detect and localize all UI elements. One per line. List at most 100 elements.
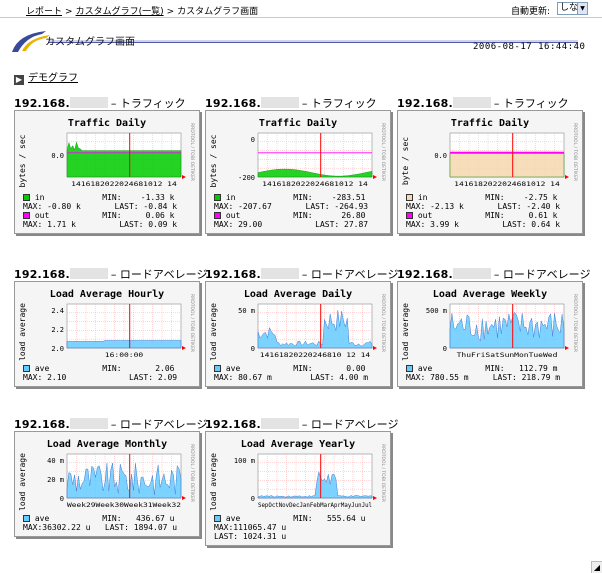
legend-row: MAX:111065.47 u [214, 523, 386, 532]
x-tick-labels: 16:00:00 [105, 351, 143, 359]
legend-row: MAX: 780.55 m LAST: 218.79 m [406, 373, 578, 382]
chevron-down-icon[interactable]: ▼ [577, 3, 587, 14]
graph-host-title: 192.168. – トラフィック [397, 95, 569, 111]
graph-ylabel: bytes / sec [209, 134, 218, 187]
graph-host-suffix: – ロードアベレージ [301, 418, 399, 431]
graph-host-title: 192.168. – ロードアベレージ [14, 266, 207, 282]
graph-legend: in MIN: -1.33 k MAX: -0.80 k LAST: -0.84 … [15, 193, 199, 233]
legend-row: in MIN: -1.33 k [23, 193, 195, 202]
legend-series-name: ave [413, 364, 486, 373]
axis-arrow [373, 496, 377, 500]
legend-stat: MAX: -207.67 LAST: -264.93 [214, 202, 369, 211]
rrdtool-watermark: RRDTOOL / TOBI OETIKER [380, 444, 386, 502]
scroll-corner[interactable]: ◢ [591, 561, 602, 573]
legend-stat: LAST: 1024.31 u [214, 532, 296, 541]
graph-legend: in MIN: -2.75 k MAX: -2.13 k LAST: -2.40 … [398, 193, 582, 233]
graph-title: Traffic Daily [259, 117, 337, 129]
legend-row: MAX: -2.13 k LAST: -2.40 k [406, 202, 578, 211]
legend-stat: MIN: -2.75 k [485, 193, 558, 202]
axis-arrow [373, 346, 377, 350]
graph-ylabel: load average [18, 303, 27, 361]
graph-image: Load Average Hourly load average RRDTOOL /… [15, 282, 199, 364]
graph-host-title: 192.168. – ロードアベレージ [205, 266, 398, 282]
legend-row: ave MIN: 112.79 m [406, 364, 578, 373]
graph-panel[interactable]: Load Average Weekly load average RRDTOOL /… [397, 281, 583, 387]
x-tick-labels: 1416182022024681012 14 [262, 180, 368, 188]
graph-host-prefix: 192.168. [205, 268, 261, 281]
legend-swatch [23, 365, 30, 372]
graph-host-prefix: 192.168. [397, 268, 453, 281]
y-tick-label: 40 m [47, 457, 64, 465]
breadcrumb-current: カスタムグラフ画面 [177, 7, 259, 17]
x-tick-labels: 1416182022024681012 14 [71, 180, 177, 188]
x-tick-labels: Week29Week30Week31Week32 [67, 501, 181, 509]
legend-row: LAST: 1024.31 u [214, 532, 386, 541]
x-tick-labels: ThuFriSatSunMonTueWed [457, 351, 558, 359]
legend-stat: MAX:36302.22 u LAST: 1894.07 u [23, 523, 178, 532]
legend-row: in MIN: -283.51 [214, 193, 386, 202]
legend-row: MAX: 29.00 LAST: 27.87 [214, 220, 386, 229]
legend-row: out MIN: 0.06 k [23, 211, 195, 220]
series-area [257, 168, 373, 178]
legend-series-name: in [30, 193, 103, 202]
legend-stat: MIN: 0.06 k [102, 211, 175, 220]
auto-update-select[interactable]: しない ▼ [557, 2, 588, 15]
graph-ylabel: load average [209, 303, 218, 361]
top-bar: レポート > カスタムグラフ(一覧) > カスタムグラフ画面 自動更新: しない ▼ [0, 0, 602, 18]
rrdtool-watermark: RRDTOOL / TOBI OETIKER [380, 123, 386, 181]
graph-legend: ave MIN: 0.00 MAX: 80.67 m LAST: 4.00 m [206, 364, 390, 386]
auto-update-value: しない [560, 3, 588, 13]
series-area [66, 141, 182, 178]
legend-stat: MIN: 0.00 [293, 364, 366, 373]
legend-stat: MIN: -283.51 [293, 193, 366, 202]
graph-host-title: 192.168. – トラフィック [14, 95, 186, 111]
legend-row: ave MIN: 555.64 u [214, 514, 386, 523]
graph-title: Load Average Yearly [241, 439, 355, 450]
graph-ylabel: load average [18, 453, 27, 511]
breadcrumb-report-link[interactable]: レポート [26, 7, 63, 17]
y-tick-label: -200 [238, 174, 255, 182]
legend-swatch [214, 365, 221, 372]
x-tick-labels: 14161820220246810 12 14 [260, 351, 370, 359]
legend-series-name: in [413, 193, 486, 202]
auto-update-label: 自動更新: [511, 7, 551, 17]
y-tick-label: 0 [251, 345, 255, 353]
legend-stat: MAX: 780.55 m LAST: 218.79 m [406, 373, 561, 382]
graph-host-prefix: 192.168. [205, 97, 261, 110]
graph-title: Load Average Daily [244, 288, 352, 300]
legend-swatch [23, 515, 30, 522]
section-label[interactable]: デモグラフ [28, 73, 78, 84]
series-area [66, 340, 182, 349]
graph-legend: ave MIN: 555.64 u MAX:111065.47 u LAST: 1… [206, 514, 390, 545]
graph-panel[interactable]: Traffic Daily byte / sec RRDTOOL / TOBI OE… [397, 110, 583, 234]
section-title[interactable]: ▶ デモグラフ [14, 69, 78, 85]
graph-host-suffix: – ロードアベレージ [110, 418, 208, 431]
masked-ip [452, 268, 491, 279]
rrdtool-watermark: RRDTOOL / TOBI OETIKER [189, 444, 195, 502]
graph-panel[interactable]: Traffic Daily bytes / sec RRDTOOL / TOBI O… [14, 110, 200, 234]
breadcrumb-list-link[interactable]: カスタムグラフ(一覧) [75, 7, 164, 17]
legend-stat: MIN: 112.79 m [485, 364, 558, 373]
legend-series-name: ave [30, 364, 103, 373]
graph-host-suffix: – ロードアベレージ [493, 268, 591, 281]
graph-title: Load Average Hourly [50, 289, 164, 300]
y-tick-label: 2.4 [51, 307, 64, 315]
y-tick-label: 0 [251, 495, 255, 503]
masked-ip [260, 97, 299, 108]
legend-row: MAX: -207.67 LAST: -264.93 [214, 202, 386, 211]
graph-panel[interactable]: Load Average Monthly load average RRDTOOL … [14, 431, 200, 537]
graph-host-prefix: 192.168. [14, 268, 70, 281]
graph-panel[interactable]: Load Average Hourly load average RRDTOOL /… [14, 281, 200, 387]
legend-series-name: ave [30, 514, 103, 523]
legend-stat: MIN: 26.80 [293, 211, 366, 220]
graph-panel[interactable]: Load Average Yearly load average RRDTOOL /… [205, 431, 391, 546]
axis-arrow [182, 175, 186, 179]
legend-row: ave MIN: 436.67 u [23, 514, 195, 523]
legend-stat: MAX: -2.13 k LAST: -2.40 k [406, 202, 561, 211]
rrdtool-watermark: RRDTOOL / TOBI OETIKER [189, 294, 195, 352]
legend-stat: MIN: 436.67 u [102, 514, 175, 523]
legend-stat: MIN: 555.64 u [293, 514, 366, 523]
graph-panel[interactable]: Load Average Daily load average RRDTOOL / … [205, 281, 391, 387]
legend-swatch [214, 515, 221, 522]
graph-panel[interactable]: Traffic Daily bytes / sec RRDTOOL / TOBI O… [205, 110, 391, 234]
